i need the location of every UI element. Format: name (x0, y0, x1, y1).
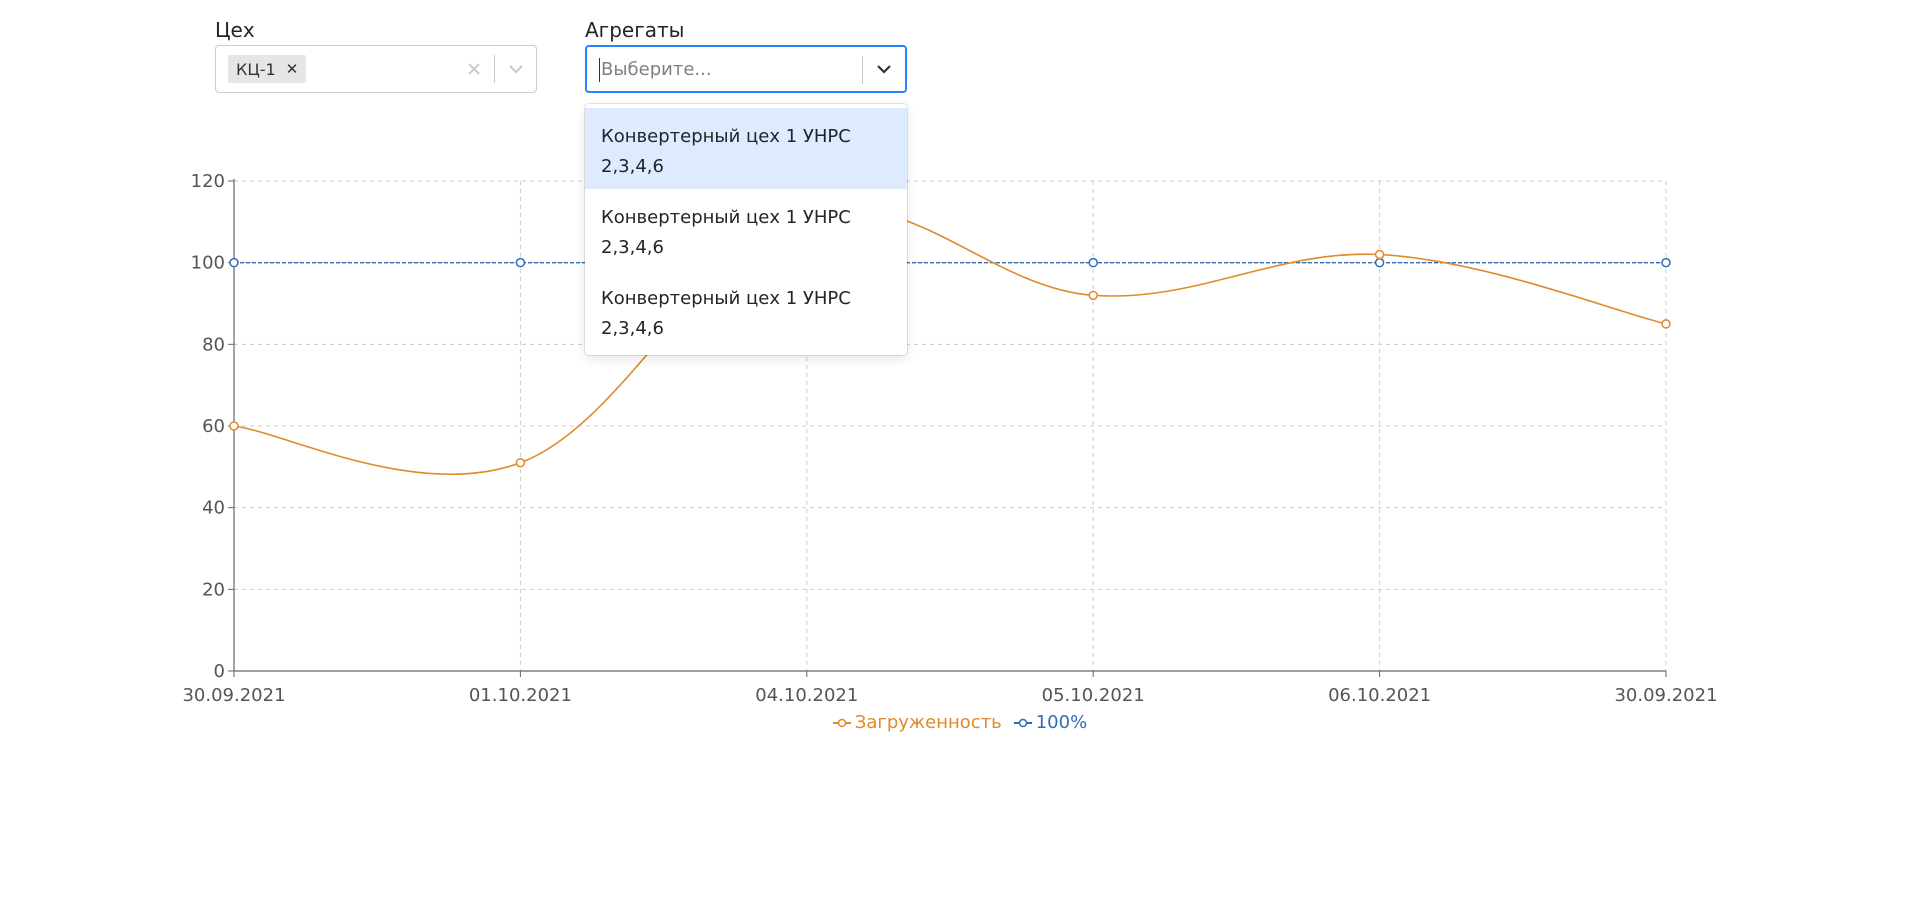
close-icon (468, 63, 480, 75)
legend-marker-100 (1013, 718, 1032, 727)
x-tick-label: 30.09.2021 (1614, 685, 1717, 706)
data-point-100 (1088, 257, 1098, 268)
chevron-down-icon (877, 65, 891, 74)
units-label: Агрегаты (585, 18, 685, 42)
data-point-load (229, 421, 239, 431)
data-point-load (515, 458, 526, 468)
option-line1: Конвертерный цех 1 УНРС (601, 207, 851, 228)
units-select[interactable]: Выберите... (585, 45, 907, 93)
x-tick-label: 05.10.2021 (1042, 685, 1145, 706)
workshop-chip-label: КЦ-1 (236, 59, 276, 79)
data-point-100 (229, 257, 239, 268)
workshop-select[interactable]: КЦ-1 ✕ (215, 45, 537, 93)
data-point-100 (1374, 257, 1385, 268)
chevron-down-icon (509, 65, 523, 74)
legend-label-100: 100% (1035, 712, 1088, 733)
data-point-load (1374, 249, 1385, 260)
data-point-load (1088, 290, 1098, 301)
series-line-load (233, 207, 1667, 476)
x-tick-label: 01.10.2021 (469, 685, 572, 706)
x-tick-label: 06.10.2021 (1328, 685, 1431, 706)
units-option[interactable]: Конвертерный цех 1 УНРС 2,3,4,6 (585, 108, 907, 189)
legend-item-100[interactable]: 100% (1013, 712, 1088, 733)
x-tick-label: 30.09.2021 (182, 685, 285, 706)
units-menu: Конвертерный цех 1 УНРС 2,3,4,6 Конверте… (585, 104, 907, 355)
legend-marker-load (832, 718, 851, 727)
workshop-clear-icon[interactable] (454, 46, 494, 92)
units-dropdown-icon[interactable] (863, 47, 905, 91)
y-tick-label: 120 (191, 171, 225, 192)
data-point-load (1661, 319, 1671, 329)
y-tick-label: 100 (191, 253, 225, 274)
units-option[interactable]: Конвертерный цех 1 УНРС 2,3,4,6 (585, 189, 907, 270)
workshop-dropdown-icon[interactable] (495, 46, 537, 92)
x-tick-label: 04.10.2021 (755, 685, 858, 706)
data-point-100 (515, 257, 526, 268)
workshop-label: Цех (215, 18, 255, 42)
legend-item-load[interactable]: Загруженность (832, 712, 1002, 733)
legend-label-load: Загруженность (854, 712, 1002, 733)
units-placeholder[interactable]: Выберите... (601, 59, 712, 80)
chart-series (229, 207, 1671, 476)
y-tick-label: 0 (214, 661, 225, 682)
chart-axes: 0 20 40 60 80 100 120 30.09.2021 01.10.2021 04.10… (182, 171, 1717, 706)
units-option[interactable]: Конвертерный цех 1 УНРС 2,3,4,6 (585, 270, 907, 351)
chart-grid (234, 180, 1667, 671)
chip-remove-icon[interactable]: ✕ (285, 60, 299, 78)
chart-legend: Загруженность 100% (0, 712, 1920, 733)
workshop-chip: КЦ-1 ✕ (228, 55, 307, 83)
option-line2: 2,3,4,6 (601, 237, 664, 258)
data-point-100 (1661, 257, 1671, 268)
option-line1: Конвертерный цех 1 УНРС (601, 288, 851, 309)
option-line2: 2,3,4,6 (601, 318, 664, 339)
workshop-indicator-separator (494, 55, 495, 83)
y-tick-label: 60 (202, 416, 225, 437)
units-indicator-separator (862, 56, 863, 84)
y-tick-label: 20 (202, 579, 225, 600)
option-line2: 2,3,4,6 (601, 156, 664, 177)
option-line1: Конвертерный цех 1 УНРС (601, 126, 851, 147)
text-caret (599, 58, 600, 82)
y-tick-label: 80 (202, 334, 225, 355)
y-tick-label: 40 (202, 498, 225, 519)
